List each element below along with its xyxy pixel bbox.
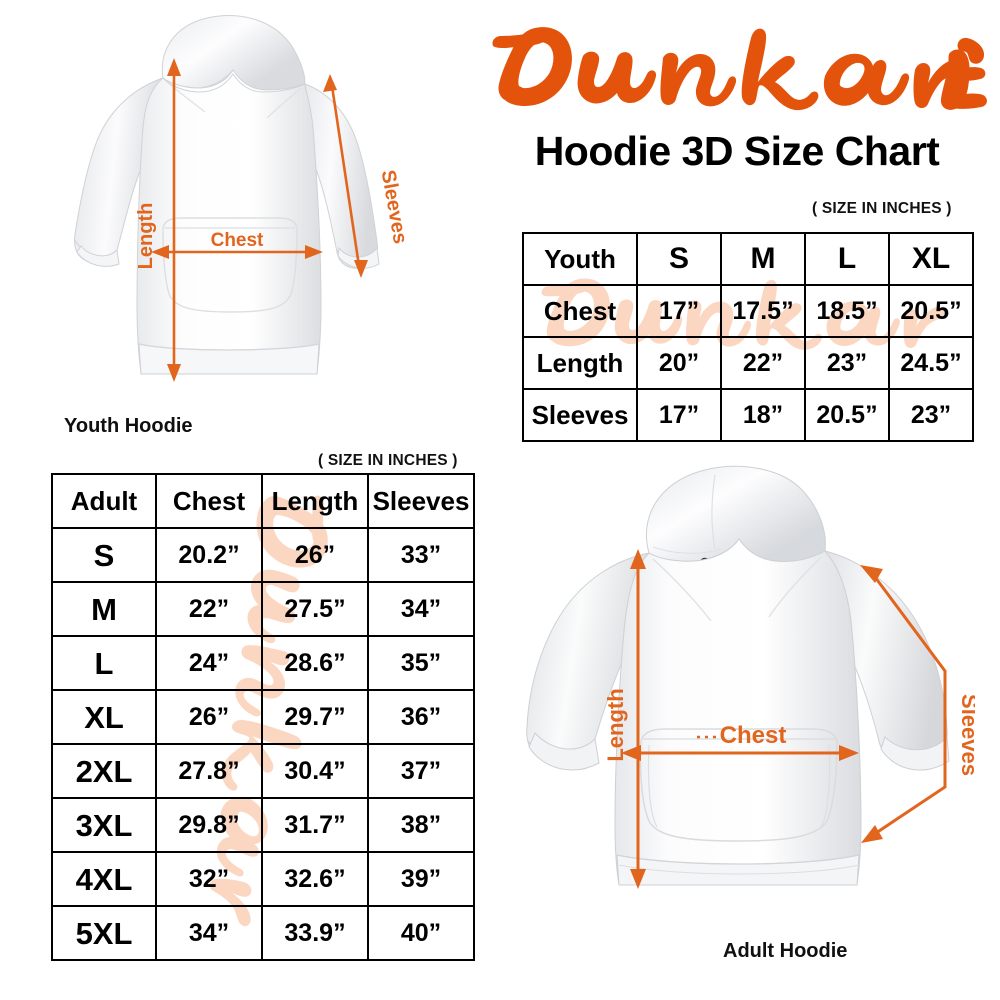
youth-size-xl: XL xyxy=(888,232,974,286)
adult-col-chest: Chest xyxy=(155,473,263,529)
brand-logo xyxy=(487,14,987,122)
youth-sleeves-m: 18” xyxy=(720,388,806,442)
adult-2xl-sleeves: 37” xyxy=(367,743,475,799)
adult-m-chest: 22” xyxy=(155,581,263,637)
youth-sleeves-s: 17” xyxy=(636,388,722,442)
adult-4xl-length: 32.6” xyxy=(261,851,369,907)
table-row: 4XL 32” 32.6” 39” xyxy=(51,851,475,907)
adult-xl-length: 29.7” xyxy=(261,689,369,745)
youth-chest-label: Chest xyxy=(211,230,264,251)
adult-m-sleeves: 34” xyxy=(367,581,475,637)
table-row: Sleeves 17” 18” 20.5” 23” xyxy=(522,388,974,442)
youth-chest-m: 17.5” xyxy=(720,284,806,338)
youth-row-label-chest: Chest xyxy=(522,284,638,338)
adult-units-note: ( SIZE IN INCHES ) xyxy=(318,452,458,469)
adult-size-l: L xyxy=(51,635,157,691)
table-row: XL 26” 29.7” 36” xyxy=(51,689,475,745)
adult-size-s: S xyxy=(51,527,157,583)
adult-col-sleeves: Sleeves xyxy=(367,473,475,529)
youth-length-xl: 24.5” xyxy=(888,336,974,390)
youth-sleeves-l: 20.5” xyxy=(804,388,890,442)
adult-l-sleeves: 35” xyxy=(367,635,475,691)
adult-4xl-sleeves: 39” xyxy=(367,851,475,907)
table-row: Chest 17” 17.5” 18.5” 20.5” xyxy=(522,284,974,338)
adult-s-chest: 20.2” xyxy=(155,527,263,583)
youth-sleeves-xl: 23” xyxy=(888,388,974,442)
youth-size-m: M xyxy=(720,232,806,286)
page-title: Hoodie 3D Size Chart xyxy=(534,128,940,174)
adult-size-3xl: 3XL xyxy=(51,797,157,853)
adult-3xl-length: 31.7” xyxy=(261,797,369,853)
table-row: 5XL 34” 33.9” 40” xyxy=(51,905,475,961)
table-row: Youth S M L XL xyxy=(522,232,974,286)
youth-hoodie-illustration: Length Chest Sleeves xyxy=(55,8,425,408)
adult-4xl-chest: 32” xyxy=(155,851,263,907)
adult-5xl-chest: 34” xyxy=(155,905,263,961)
table-row: 3XL 29.8” 31.7” 38” xyxy=(51,797,475,853)
adult-sleeves-label: Sleeves xyxy=(957,694,975,776)
adult-size-4xl: 4XL xyxy=(51,851,157,907)
youth-chest-l: 18.5” xyxy=(804,284,890,338)
youth-chest-s: 17” xyxy=(636,284,722,338)
adult-size-2xl: 2XL xyxy=(51,743,157,799)
adult-corner-label: Adult xyxy=(51,473,157,529)
youth-row-label-length: Length xyxy=(522,336,638,390)
youth-sleeves-label: Sleeves xyxy=(377,168,412,245)
youth-hoodie-caption: Youth Hoodie xyxy=(64,415,193,437)
adult-3xl-chest: 29.8” xyxy=(155,797,263,853)
adult-l-chest: 24” xyxy=(155,635,263,691)
adult-col-length: Length xyxy=(261,473,369,529)
youth-length-s: 20” xyxy=(636,336,722,390)
adult-2xl-length: 30.4” xyxy=(261,743,369,799)
adult-l-length: 28.6” xyxy=(261,635,369,691)
youth-chest-xl: 20.5” xyxy=(888,284,974,338)
adult-m-length: 27.5” xyxy=(261,581,369,637)
table-row: Adult Chest Length Sleeves xyxy=(51,473,475,529)
adult-5xl-length: 33.9” xyxy=(261,905,369,961)
adult-s-sleeves: 33” xyxy=(367,527,475,583)
adult-xl-sleeves: 36” xyxy=(367,689,475,745)
table-row: Length 20” 22” 23” 24.5” xyxy=(522,336,974,390)
adult-5xl-sleeves: 40” xyxy=(367,905,475,961)
adult-size-xl: XL xyxy=(51,689,157,745)
youth-length-l: 23” xyxy=(804,336,890,390)
youth-size-s: S xyxy=(636,232,722,286)
adult-length-label: Length xyxy=(603,688,628,761)
adult-size-5xl: 5XL xyxy=(51,905,157,961)
youth-units-note: ( SIZE IN INCHES ) xyxy=(812,200,952,217)
youth-corner-label: Youth xyxy=(522,232,638,286)
adult-2xl-chest: 27.8” xyxy=(155,743,263,799)
adult-s-length: 26” xyxy=(261,527,369,583)
youth-size-table: Youth S M L XL Chest 17” 17.5” 18.5” 20.… xyxy=(522,232,974,442)
youth-row-label-sleeves: Sleeves xyxy=(522,388,638,442)
youth-size-l: L xyxy=(804,232,890,286)
adult-hoodie-illustration: Length Chest Sleeves xyxy=(525,455,975,925)
adult-3xl-sleeves: 38” xyxy=(367,797,475,853)
adult-size-table: Adult Chest Length Sleeves S 20.2” 26” 3… xyxy=(51,473,475,961)
table-row: M 22” 27.5” 34” xyxy=(51,581,475,637)
adult-chest-label: Chest xyxy=(720,722,787,749)
youth-length-m: 22” xyxy=(720,336,806,390)
table-row: S 20.2” 26” 33” xyxy=(51,527,475,583)
youth-length-label: Length xyxy=(135,203,157,270)
table-row: 2XL 27.8” 30.4” 37” xyxy=(51,743,475,799)
adult-size-m: M xyxy=(51,581,157,637)
adult-xl-chest: 26” xyxy=(155,689,263,745)
adult-hoodie-caption: Adult Hoodie xyxy=(723,940,848,962)
table-row: L 24” 28.6” 35” xyxy=(51,635,475,691)
